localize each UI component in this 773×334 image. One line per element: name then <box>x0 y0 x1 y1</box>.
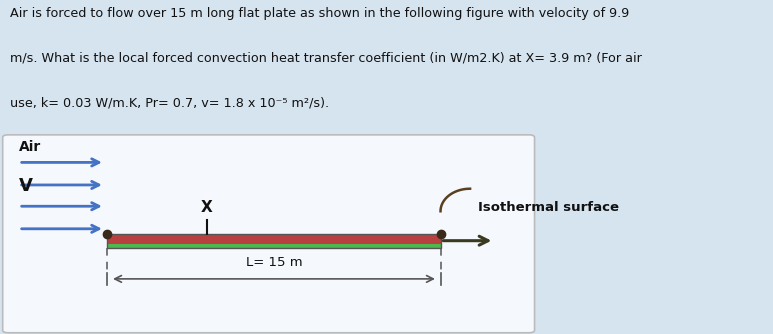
Bar <box>107 234 441 244</box>
Text: m/s. What is the local forced convection heat transfer coefficient (in W/m2.K) a: m/s. What is the local forced convection… <box>10 52 642 65</box>
Bar <box>107 244 441 247</box>
Text: X: X <box>201 200 213 215</box>
Bar <box>107 234 441 247</box>
Text: Air is forced to flow over 15 m long flat plate as shown in the following figure: Air is forced to flow over 15 m long fla… <box>10 7 629 20</box>
Text: Air: Air <box>19 140 41 154</box>
Text: Isothermal surface: Isothermal surface <box>478 201 619 214</box>
Text: use, k= 0.03 W/m.K, Pr= 0.7, v= 1.8 x 10⁻⁵ m²/s).: use, k= 0.03 W/m.K, Pr= 0.7, v= 1.8 x 10… <box>10 97 329 110</box>
Text: V: V <box>19 177 32 195</box>
Text: L= 15 m: L= 15 m <box>246 256 302 269</box>
FancyBboxPatch shape <box>2 135 535 333</box>
